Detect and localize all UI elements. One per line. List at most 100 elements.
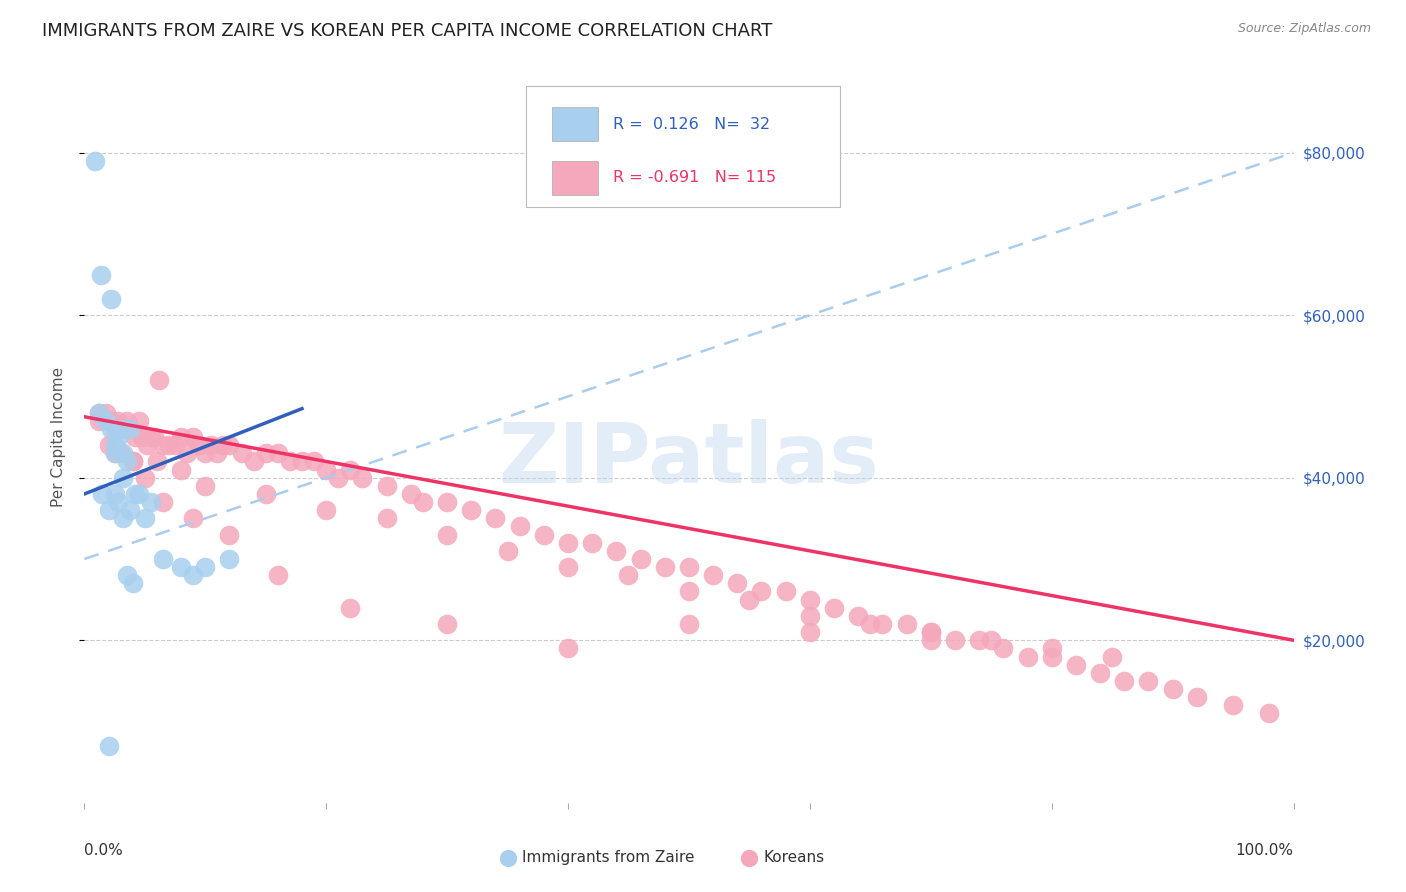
Point — [112, 471, 135, 485]
Point — [654, 560, 676, 574]
Point — [1101, 649, 1123, 664]
Point — [100, 414, 122, 428]
Point — [139, 430, 162, 444]
Point — [399, 487, 422, 501]
Point — [328, 471, 350, 485]
Point — [112, 511, 135, 525]
Point — [146, 454, 169, 468]
Text: 0.0%: 0.0% — [84, 843, 124, 858]
Text: ZIPatlas: ZIPatlas — [499, 418, 879, 500]
Point — [375, 479, 398, 493]
Point — [194, 560, 217, 574]
Point — [94, 406, 117, 420]
Point — [993, 641, 1015, 656]
Point — [84, 153, 107, 168]
Point — [339, 600, 361, 615]
Point — [872, 617, 894, 632]
Point — [139, 495, 162, 509]
Point — [110, 446, 132, 460]
Point — [1017, 649, 1039, 664]
Point — [1222, 698, 1244, 713]
Point — [104, 438, 127, 452]
Point — [1088, 665, 1111, 680]
Point — [143, 430, 166, 444]
Point — [218, 552, 240, 566]
Point — [87, 414, 110, 428]
Text: R =  0.126   N=  32: R = 0.126 N= 32 — [613, 117, 770, 131]
Point — [775, 584, 797, 599]
Point — [97, 503, 120, 517]
Point — [799, 592, 821, 607]
Point — [124, 487, 146, 501]
Point — [1161, 681, 1184, 696]
Text: R = -0.691   N= 115: R = -0.691 N= 115 — [613, 169, 776, 185]
Text: Immigrants from Zaire: Immigrants from Zaire — [522, 850, 695, 865]
Point — [170, 560, 193, 574]
Point — [484, 511, 506, 525]
Point — [725, 576, 748, 591]
Point — [702, 568, 724, 582]
Point — [115, 414, 138, 428]
Point — [339, 462, 361, 476]
Point — [231, 446, 253, 460]
Point — [315, 503, 337, 517]
Point — [181, 430, 204, 444]
Point — [120, 422, 142, 436]
Point — [581, 535, 603, 549]
Point — [212, 438, 235, 452]
Point — [436, 617, 458, 632]
Point — [533, 527, 555, 541]
Point — [115, 454, 138, 468]
Point — [194, 479, 217, 493]
Point — [352, 471, 374, 485]
Point — [152, 495, 174, 509]
Point — [630, 552, 652, 566]
Point — [218, 438, 240, 452]
Point — [412, 495, 434, 509]
Point — [302, 454, 325, 468]
Point — [943, 633, 966, 648]
Point — [896, 617, 918, 632]
Point — [207, 446, 229, 460]
Point — [1258, 706, 1281, 721]
Point — [170, 430, 193, 444]
Point — [176, 446, 198, 460]
Point — [107, 495, 129, 509]
Text: 100.0%: 100.0% — [1236, 843, 1294, 858]
Point — [136, 438, 159, 452]
Point — [920, 633, 942, 648]
Point — [267, 568, 290, 582]
Point — [254, 446, 277, 460]
Point — [131, 430, 153, 444]
Point — [170, 462, 193, 476]
Text: IMMIGRANTS FROM ZAIRE VS KOREAN PER CAPITA INCOME CORRELATION CHART: IMMIGRANTS FROM ZAIRE VS KOREAN PER CAPI… — [42, 22, 772, 40]
Point — [97, 438, 120, 452]
Point — [242, 454, 264, 468]
Point — [1064, 657, 1087, 672]
Point — [100, 422, 122, 436]
Point — [315, 462, 337, 476]
Point — [91, 487, 114, 501]
Bar — [553, 161, 599, 195]
Point — [107, 430, 129, 444]
Point — [97, 739, 120, 753]
Point — [823, 600, 845, 615]
Point — [751, 584, 773, 599]
Point — [738, 796, 761, 810]
FancyBboxPatch shape — [526, 86, 841, 207]
Point — [121, 454, 143, 468]
Point — [920, 625, 942, 640]
Point — [134, 471, 156, 485]
Text: Source: ZipAtlas.com: Source: ZipAtlas.com — [1237, 22, 1371, 36]
Point — [104, 446, 127, 460]
Point — [436, 527, 458, 541]
Point — [859, 617, 882, 632]
Point — [128, 414, 150, 428]
Point — [87, 406, 110, 420]
Point — [157, 438, 180, 452]
Bar — [553, 106, 599, 141]
Point — [375, 511, 398, 525]
Point — [128, 487, 150, 501]
Point — [120, 422, 142, 436]
Y-axis label: Per Capita Income: Per Capita Income — [51, 367, 66, 508]
